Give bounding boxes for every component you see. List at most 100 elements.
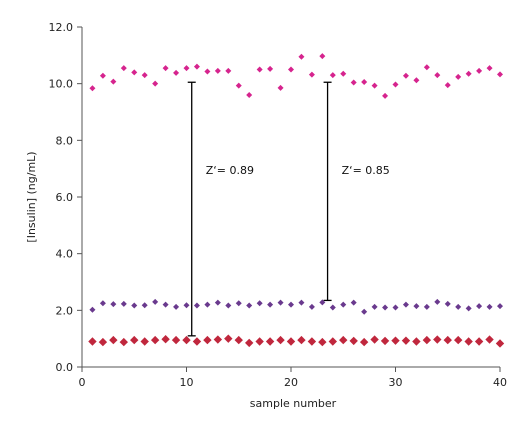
data-point [193,302,200,309]
y-tick-label: 2.0 [56,304,74,317]
data-point [161,335,170,344]
x-axis-ticks: 0 10 20 30 40 [79,367,507,389]
data-point [402,301,409,308]
data-point [401,336,411,345]
data-point [110,301,117,308]
data-point [214,299,221,306]
data-point [173,303,180,310]
data-point [319,53,326,60]
data-point [234,335,243,345]
data-point [474,337,484,346]
annotation-layer: Z‘= 0.89 Z‘= 0.85 [187,81,390,337]
data-point [119,337,128,347]
data-point [89,85,96,92]
x-tick-label: 0 [79,376,86,389]
data-point [350,79,357,86]
data-point [89,306,96,313]
data-point [329,304,336,311]
data-point [109,335,118,345]
data-point [371,303,378,310]
y-axis-ticks: 0.0 2.0 4.0 6.0 8.0 10.0 12.0 [49,21,82,374]
data-point [213,335,223,344]
z-factor-annotation: Z‘= 0.89 [187,81,254,337]
data-point [225,67,232,74]
series-2 [88,334,505,348]
data-point [298,299,305,306]
data-point [204,301,211,308]
z-factor-label: Z‘= 0.85 [342,164,390,177]
data-point [256,300,263,307]
data-point [443,335,452,345]
data-point [88,337,97,346]
data-point [423,303,430,310]
data-point [433,335,442,344]
data-point [130,335,139,345]
data-point [465,70,472,77]
y-tick-label: 6.0 [56,191,74,204]
data-point [412,337,421,346]
data-point [288,301,294,308]
data-point [193,63,200,70]
data-point [422,335,432,345]
data-point [328,337,337,346]
data-point [265,337,275,346]
data-point [444,82,451,89]
data-point [173,69,180,76]
x-tick-label: 20 [284,376,298,389]
data-point [380,336,390,346]
y-tick-label: 10.0 [49,78,74,91]
data-point [497,303,503,310]
y-tick-label: 8.0 [56,134,74,147]
data-point [350,299,357,306]
data-point [359,337,369,347]
data-point [361,78,368,85]
data-point [141,302,148,309]
data-point [382,304,389,311]
data-point [307,337,317,346]
data-point [340,301,347,308]
data-point [286,337,296,346]
data-point [183,65,190,72]
data-point [235,82,242,89]
data-point [141,72,148,79]
x-tick-label: 10 [180,376,194,389]
data-point [162,65,169,72]
data-point [464,337,473,346]
data-point [276,335,285,345]
data-point [340,70,347,77]
data-point [476,303,483,310]
series-0 [89,53,503,99]
data-point [308,71,315,78]
data-point [235,300,242,307]
data-point [277,84,284,91]
data-point [171,335,181,345]
data-point [423,64,430,71]
data-point [131,302,138,309]
data-point [255,337,264,346]
data-point [120,65,127,72]
data-point [245,338,254,348]
data-point [476,67,483,74]
data-point [455,73,462,80]
data-point [110,78,117,85]
data-point [434,72,441,79]
data-point [225,302,232,309]
z-factor-label: Z‘= 0.89 [206,164,254,177]
data-point [361,308,368,315]
data-point [150,335,160,345]
data-point [192,337,202,346]
data-point [402,72,409,79]
data-point [203,335,212,345]
y-tick-label: 4.0 [56,248,74,261]
data-point [349,336,358,346]
x-axis-label: sample number [250,397,337,410]
axes: 0.0 2.0 4.0 6.0 8.0 10.0 12.0 0 10 20 30 40 [49,21,508,389]
data-point [131,69,138,76]
data-point [382,92,389,99]
data-point [371,82,378,89]
data-point [454,335,463,345]
data-point [98,337,108,347]
data-point [140,337,149,346]
data-point [224,334,233,343]
